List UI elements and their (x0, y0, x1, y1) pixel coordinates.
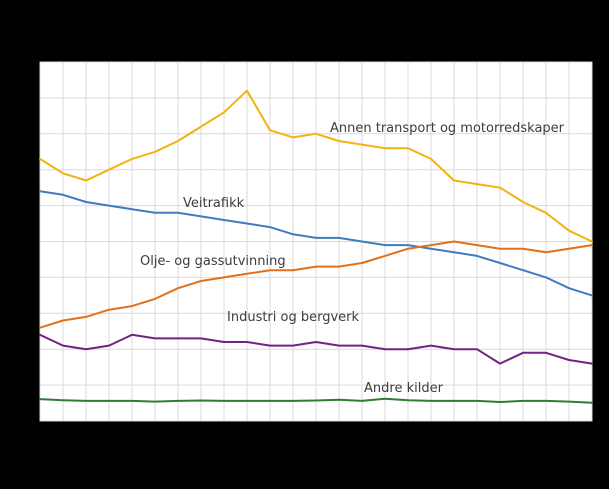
series-label-veitrafikk: Veitrafikk (183, 196, 245, 211)
series-label-annen-transport: Annen transport og motorredskaper (330, 121, 565, 136)
series-line-veitrafikk (39, 190, 593, 297)
series-label-andre-kilder: Andre kilder (364, 381, 443, 396)
series-line-andre-kilder (39, 397, 593, 404)
series-line-olje-og-gassutvinning (39, 240, 593, 329)
series-label-industri-og-bergverk: Industri og bergverk (227, 310, 360, 325)
series-line-industri-og-bergverk (39, 333, 593, 365)
series-label-olje-og-gassutvinning: Olje- og gassutvinning (140, 254, 286, 269)
series-line-annen-transport-og-motorredskaper (39, 89, 593, 243)
